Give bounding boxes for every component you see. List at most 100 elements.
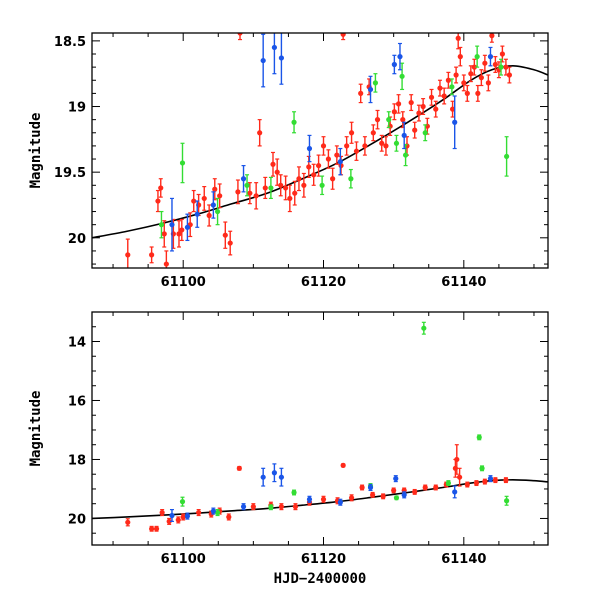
data-point: [330, 176, 336, 182]
data-point: [503, 64, 509, 70]
data-point: [212, 186, 218, 192]
data-point: [441, 93, 447, 99]
data-point: [325, 156, 332, 162]
x-tick-label: 61100: [161, 275, 206, 290]
x-axis-label: HJD−2400000: [274, 571, 367, 587]
data-point: [453, 72, 459, 78]
data-point: [492, 477, 498, 483]
data-point: [401, 132, 407, 139]
data-point: [196, 509, 202, 516]
data-point: [306, 496, 313, 502]
series-red: [125, 33, 513, 268]
data-point: [437, 85, 443, 91]
data-point: [191, 198, 197, 204]
data-point: [367, 86, 374, 93]
x-tick-label: 61120: [301, 552, 346, 567]
data-point: [449, 84, 455, 90]
data-point: [320, 143, 327, 149]
data-point: [278, 504, 285, 510]
data-point: [499, 51, 505, 57]
data-point: [217, 193, 223, 199]
data-point: [270, 161, 276, 167]
data-point: [210, 202, 216, 208]
series-blue: [169, 463, 494, 523]
data-point: [291, 489, 297, 496]
data-point: [194, 211, 200, 217]
data-point: [473, 480, 480, 486]
data-point: [260, 474, 266, 480]
data-point: [421, 325, 427, 331]
data-point: [449, 106, 456, 112]
data-point: [291, 119, 297, 125]
data-point: [478, 75, 484, 81]
y-tick-label: 16: [68, 394, 86, 409]
plot-frame: [91, 32, 549, 269]
data-point: [482, 478, 488, 485]
data-point: [176, 231, 182, 237]
data-point: [268, 185, 274, 191]
series-blue: [169, 33, 494, 252]
data-point: [260, 57, 266, 64]
data-point: [214, 208, 221, 215]
data-point: [455, 35, 461, 41]
data-point: [445, 480, 451, 486]
data-point: [374, 117, 381, 123]
data-point: [474, 54, 480, 60]
data-point: [153, 526, 160, 532]
data-point: [487, 54, 494, 60]
data-point: [247, 190, 253, 196]
data-point: [271, 44, 277, 51]
data-point: [464, 90, 470, 96]
data-point: [503, 477, 509, 483]
data-point: [169, 512, 175, 519]
data-point: [320, 496, 327, 502]
data-point: [416, 110, 422, 116]
data-point: [445, 77, 451, 83]
data-point: [257, 130, 263, 136]
data-point: [348, 130, 355, 136]
data-point: [340, 462, 346, 468]
data-point: [471, 64, 477, 70]
data-point: [422, 130, 428, 136]
data-point: [412, 489, 418, 495]
data-point: [271, 470, 277, 476]
data-point: [240, 176, 247, 182]
data-point: [161, 231, 167, 237]
data-point: [504, 153, 510, 160]
data-point: [278, 182, 284, 188]
data-point: [337, 159, 343, 165]
data-point: [206, 212, 212, 219]
data-point: [492, 61, 498, 68]
data-point: [393, 476, 399, 482]
data-point: [315, 162, 322, 169]
data-point: [201, 195, 207, 202]
data-point: [227, 240, 233, 246]
data-point: [379, 140, 385, 146]
data-point: [158, 222, 165, 228]
data-point: [125, 252, 131, 258]
data-point: [402, 152, 409, 158]
data-point: [353, 148, 360, 154]
data-point: [337, 499, 343, 505]
data-point: [452, 489, 458, 495]
data-point: [348, 176, 354, 182]
plot-frame: [91, 311, 549, 546]
data-point: [158, 185, 164, 191]
data-point: [306, 145, 313, 152]
data-point: [253, 193, 259, 199]
data-point: [397, 54, 403, 60]
y-tick-label: 14: [68, 335, 86, 350]
data-point: [422, 484, 428, 491]
data-point: [380, 493, 386, 499]
data-point: [498, 64, 504, 70]
data-point: [268, 504, 274, 510]
data-point: [457, 474, 463, 480]
data-point: [482, 60, 488, 66]
data-point: [485, 80, 491, 86]
data-point: [292, 504, 299, 510]
data-point: [393, 495, 400, 501]
data-point: [240, 504, 247, 510]
x-tick-label: 61120: [301, 275, 346, 290]
data-point: [408, 99, 414, 106]
